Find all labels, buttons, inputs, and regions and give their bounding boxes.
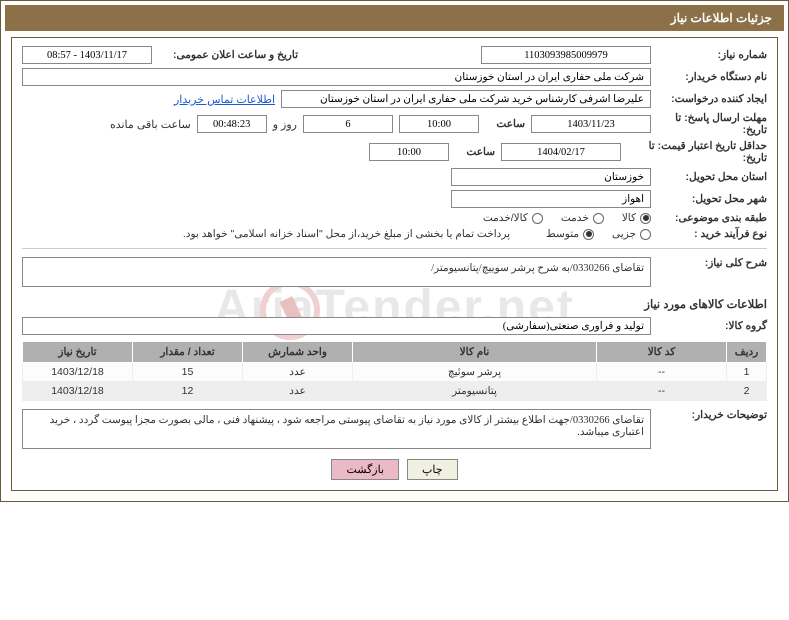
desc-label: شرح کلی نیاز:: [657, 257, 767, 269]
separator-1: [22, 248, 767, 249]
table-cell: پتانسیومتر: [353, 382, 597, 401]
process-radio-group: جزیی متوسط: [546, 228, 651, 240]
buyer-org-label: نام دستگاه خریدار:: [657, 71, 767, 83]
days-suffix: روز و: [273, 118, 297, 131]
table-cell: عدد: [243, 363, 353, 382]
radio-label: کالا: [622, 212, 636, 224]
notes-field: تقاضای 0330266/جهت اطلاع بیشتر از کالای …: [22, 409, 651, 449]
validity-label: حداقل تاریخ اعتبار قیمت: تا تاریخ:: [627, 140, 767, 164]
announce-field: [22, 46, 152, 64]
days-field: [303, 115, 393, 133]
table-header: ردیف: [727, 342, 767, 363]
goods-info-title: اطلاعات کالاهای مورد نیاز: [22, 297, 767, 311]
city-label: شهر محل تحویل:: [657, 193, 767, 205]
city-field: [451, 190, 651, 208]
table-cell: پرشر سوئیچ: [353, 363, 597, 382]
category-radio-group: کالا خدمت کالا/خدمت: [483, 212, 651, 224]
desc-field: تقاضای 0330266/به شرح پرشر سوییچ/پتانسیو…: [22, 257, 651, 287]
announce-label: تاریخ و ساعت اعلان عمومی:: [158, 49, 298, 61]
validity-time-field: [369, 143, 449, 161]
back-button[interactable]: بازگشت: [331, 459, 399, 480]
table-cell: --: [597, 363, 727, 382]
outer-frame: جزئیات اطلاعات نیاز شماره نیاز: تاریخ و …: [0, 0, 789, 502]
radio-icon: [640, 229, 651, 240]
process-option-1[interactable]: متوسط: [546, 228, 594, 240]
radio-icon: [532, 213, 543, 224]
time-label-1: ساعت: [485, 118, 525, 130]
process-label: نوع فرآیند خرید :: [657, 228, 767, 240]
table-header: واحد شمارش: [243, 342, 353, 363]
category-option-0[interactable]: کالا: [622, 212, 651, 224]
deadline-date-field: [531, 115, 651, 133]
radio-icon: [593, 213, 604, 224]
panel-header: جزئیات اطلاعات نیاز: [5, 5, 784, 31]
goods-table: ردیفکد کالانام کالاواحد شمارشتعداد / مقد…: [22, 341, 767, 401]
table-cell: 15: [133, 363, 243, 382]
validity-date-field: [501, 143, 621, 161]
payment-note: پرداخت تمام یا بخشی از مبلغ خرید،از محل …: [183, 228, 510, 240]
countdown-field: [197, 115, 267, 133]
time-label-2: ساعت: [455, 146, 495, 158]
radio-label: خدمت: [561, 212, 589, 224]
table-cell: عدد: [243, 382, 353, 401]
main-content: شماره نیاز: تاریخ و ساعت اعلان عمومی: نا…: [11, 37, 778, 491]
category-option-1[interactable]: خدمت: [561, 212, 604, 224]
radio-label: جزیی: [612, 228, 636, 240]
table-cell: 12: [133, 382, 243, 401]
notes-label: توضیحات خریدار:: [657, 409, 767, 421]
need-number-field: [481, 46, 651, 64]
table-cell: 1: [727, 363, 767, 382]
table-header: کد کالا: [597, 342, 727, 363]
group-field: [22, 317, 651, 335]
category-option-2[interactable]: کالا/خدمت: [483, 212, 543, 224]
table-cell: 2: [727, 382, 767, 401]
deadline-time-field: [399, 115, 479, 133]
print-button[interactable]: چاپ: [407, 459, 458, 480]
requester-field: [281, 90, 651, 108]
radio-icon: [640, 213, 651, 224]
table-row: 2--پتانسیومترعدد121403/12/18: [23, 382, 767, 401]
requester-label: ایجاد کننده درخواست:: [657, 93, 767, 105]
table-header: نام کالا: [353, 342, 597, 363]
remaining-suffix: ساعت باقی مانده: [110, 118, 191, 131]
need-number-label: شماره نیاز:: [657, 49, 767, 61]
table-cell: 1403/12/18: [23, 382, 133, 401]
radio-label: متوسط: [546, 228, 579, 240]
province-field: [451, 168, 651, 186]
radio-icon: [583, 229, 594, 240]
process-option-0[interactable]: جزیی: [612, 228, 651, 240]
category-label: طبقه بندی موضوعی:: [657, 212, 767, 224]
group-label: گروه کالا:: [657, 320, 767, 332]
contact-link[interactable]: اطلاعات تماس خریدار: [174, 93, 275, 106]
table-header: تعداد / مقدار: [133, 342, 243, 363]
province-label: استان محل تحویل:: [657, 171, 767, 183]
deadline-label: مهلت ارسال پاسخ: تا تاریخ:: [657, 112, 767, 136]
radio-label: کالا/خدمت: [483, 212, 528, 224]
table-cell: 1403/12/18: [23, 363, 133, 382]
table-cell: --: [597, 382, 727, 401]
buyer-org-field: [22, 68, 651, 86]
table-row: 1--پرشر سوئیچعدد151403/12/18: [23, 363, 767, 382]
table-header: تاریخ نیاز: [23, 342, 133, 363]
